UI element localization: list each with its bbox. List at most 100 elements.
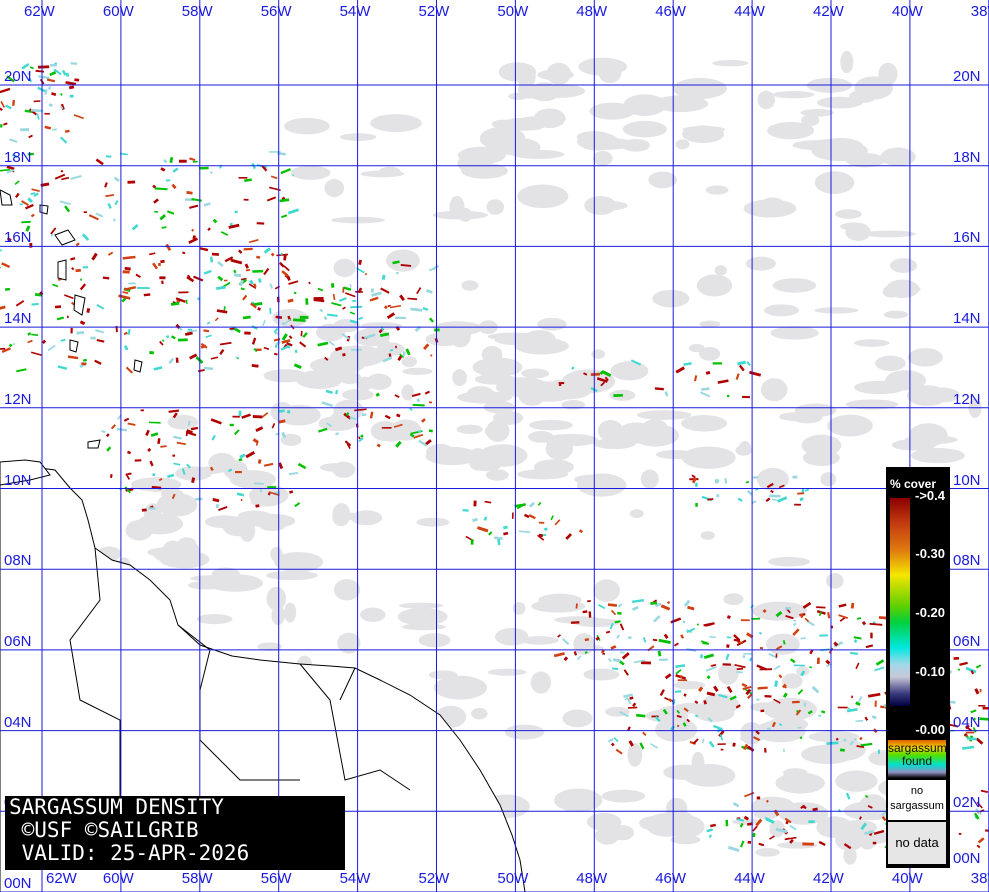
sargassum-patch [60, 338, 66, 342]
no-data-patch [825, 573, 844, 589]
latitude-label-right: 12N [953, 390, 981, 408]
sargassum-patch [412, 403, 425, 407]
sargassum-patch [203, 366, 214, 371]
sargassum-patch [66, 315, 69, 319]
latitude-label-left: 18N [4, 148, 32, 166]
sargassum-patch [571, 366, 575, 370]
sargassum-patch [583, 372, 588, 376]
sargassum-patch [833, 641, 839, 647]
no-data-patch [350, 510, 383, 526]
sargassum-patch [46, 78, 56, 83]
sargassum-patch [860, 822, 868, 831]
sargassum-patch [363, 333, 376, 340]
latitude-label-left: 06N [4, 632, 32, 650]
sargassum-patch [598, 604, 606, 610]
sargassum-patch [976, 801, 983, 809]
sargassum-patch [389, 304, 402, 309]
sargassum-patch [171, 493, 176, 500]
sargassum-patch [707, 716, 713, 723]
sargassum-patch [263, 267, 270, 276]
sargassum-patch [328, 340, 336, 347]
no-data-patch [617, 422, 656, 444]
sargassum-patch [293, 291, 297, 295]
sargassum-patch [263, 462, 274, 467]
no-data-patch [820, 472, 837, 487]
sargassum-patch [212, 498, 220, 503]
sargassum-patch [101, 429, 106, 434]
sargassum-patch [838, 603, 847, 608]
sargassum-patch [695, 714, 699, 718]
no-data-patch [522, 381, 577, 402]
sargassum-patch [766, 482, 774, 489]
sargassum-patch [255, 504, 260, 508]
no-data-patch [257, 642, 282, 651]
no-data-patch [512, 601, 526, 615]
sargassum-patch [280, 252, 283, 256]
sargassum-patch [657, 650, 662, 657]
latitude-label-right: 08N [953, 552, 981, 570]
sargassum-patch [462, 508, 469, 512]
sargassum-patch [258, 278, 262, 283]
sargassum-patch [153, 198, 159, 204]
sargassum-patch [217, 261, 224, 268]
longitude-label-bottom: 46W [655, 870, 687, 887]
no-data-patch [782, 122, 810, 131]
sargassum-patch [655, 602, 662, 608]
sargassum-patch [308, 281, 311, 285]
no-data-patch [808, 731, 860, 743]
no-data-patch [597, 419, 624, 442]
no-data-patch [332, 503, 351, 527]
no-data-patch [583, 668, 620, 681]
no-data-patch [648, 171, 678, 189]
no-data-patch [354, 328, 391, 347]
sargassum-patch [170, 301, 180, 306]
sargassum-patch [249, 279, 254, 285]
longitude-label-top: 58W [181, 3, 213, 20]
sargassum-patch [713, 685, 719, 693]
sargassum-patch [747, 693, 753, 699]
no-data-patch [175, 466, 212, 481]
sargassum-patch [595, 636, 600, 641]
sargassum-patch [105, 155, 112, 158]
longitude-label-top: 56W [260, 3, 292, 20]
color-legend: % cover ->0.4 -0.30 -0.20 -0.10 -0.00 sa… [886, 467, 950, 868]
longitude-label-bottom: 44W [734, 870, 765, 887]
sargassum-patch [302, 332, 308, 338]
sargassum-patch [733, 638, 741, 643]
sargassum-patch [56, 316, 65, 321]
sargassum-patch [424, 390, 430, 395]
sargassum-patch [632, 599, 645, 603]
no-data-patch [760, 378, 788, 402]
sargassum-patch [281, 339, 291, 344]
sargassum-patch [859, 816, 862, 820]
sargassum-patch [712, 724, 723, 731]
sargassum-patch [514, 503, 526, 508]
sargassum-patch [395, 271, 399, 275]
sargassum-patch [782, 692, 788, 698]
no-data-patch [764, 304, 799, 317]
no-data-patch [530, 671, 552, 694]
no-data-patch [324, 179, 345, 198]
sargassum-patch [27, 332, 32, 336]
sargassum-patch [281, 333, 288, 341]
sargassum-patch [843, 843, 852, 850]
no-data-patch [700, 531, 715, 540]
sargassum-patch [343, 286, 352, 291]
no-data-patch [337, 632, 361, 654]
sargassum-patch [181, 468, 186, 475]
sargassum-patch [187, 274, 191, 278]
sargassum-patch [573, 651, 578, 656]
sargassum-patch [659, 689, 665, 697]
sargassum-patch [411, 392, 421, 397]
sargassum-patch [674, 690, 682, 693]
sargassum-patch [785, 614, 794, 620]
sargassum-patch [699, 391, 711, 398]
sargassum-patch [881, 810, 887, 817]
no-data-patch [284, 602, 297, 623]
sargassum-patch [27, 197, 34, 204]
sargassum-patch [217, 275, 224, 282]
sargassum-patch [871, 715, 877, 720]
sargassum-patch [95, 212, 104, 218]
sargassum-patch [417, 430, 422, 433]
sargassum-patch [856, 617, 862, 620]
